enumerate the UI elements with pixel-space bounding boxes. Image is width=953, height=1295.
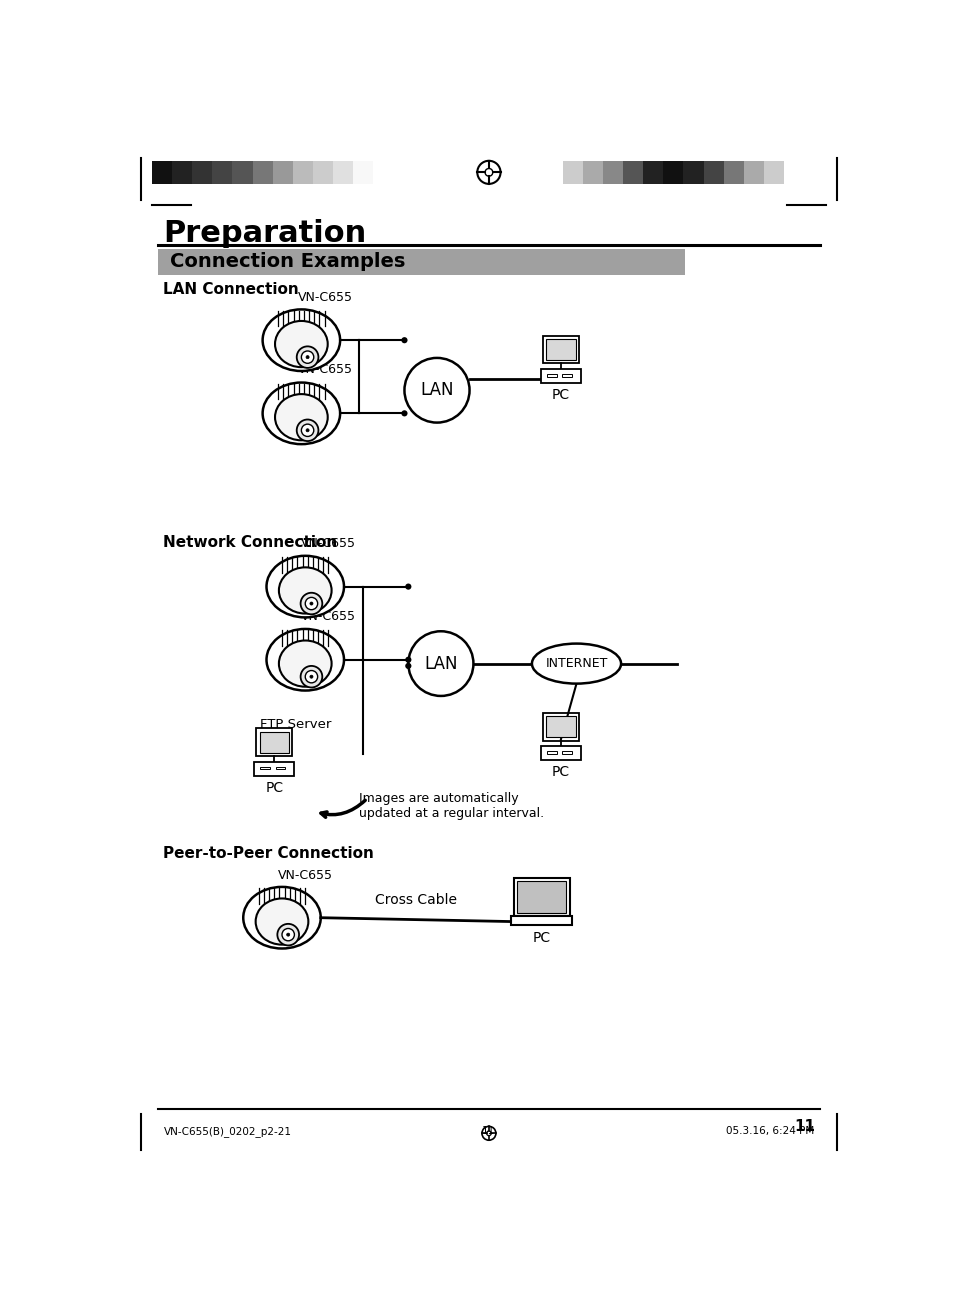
Circle shape: [305, 671, 317, 682]
Bar: [152, 161, 172, 184]
Bar: [540, 369, 580, 383]
Ellipse shape: [532, 644, 620, 684]
Bar: [513, 878, 569, 916]
Bar: [158, 249, 684, 275]
Bar: [763, 161, 783, 184]
Ellipse shape: [243, 887, 320, 948]
Ellipse shape: [278, 641, 332, 686]
Bar: [273, 161, 293, 184]
Bar: [562, 161, 582, 184]
Circle shape: [401, 411, 407, 417]
Text: FTP Server: FTP Server: [260, 719, 332, 732]
Circle shape: [405, 657, 411, 663]
Circle shape: [300, 666, 322, 688]
Text: Images are automatically
updated at a regular interval.: Images are automatically updated at a re…: [359, 793, 544, 820]
Circle shape: [277, 923, 298, 945]
Circle shape: [408, 631, 473, 695]
Circle shape: [310, 602, 313, 605]
Circle shape: [306, 356, 309, 359]
Bar: [192, 161, 212, 184]
Bar: [662, 161, 682, 184]
Circle shape: [405, 584, 411, 589]
Text: VN-C655: VN-C655: [301, 610, 356, 623]
Bar: [333, 161, 353, 184]
Circle shape: [296, 346, 318, 368]
Bar: [353, 161, 373, 184]
Bar: [313, 161, 333, 184]
Bar: [703, 161, 723, 184]
Bar: [743, 161, 763, 184]
Bar: [275, 767, 285, 769]
Circle shape: [306, 429, 309, 431]
Text: VN-C655: VN-C655: [301, 537, 356, 550]
Text: LAN: LAN: [424, 654, 457, 672]
Text: PC: PC: [265, 781, 283, 795]
Text: Connection Examples: Connection Examples: [171, 253, 405, 271]
Circle shape: [305, 597, 317, 610]
Text: Network Connection: Network Connection: [163, 535, 337, 550]
Circle shape: [405, 663, 411, 670]
Ellipse shape: [262, 310, 340, 370]
Bar: [642, 161, 662, 184]
Bar: [253, 161, 273, 184]
Text: 11: 11: [793, 1119, 815, 1134]
Ellipse shape: [266, 629, 344, 690]
Text: VN-C655: VN-C655: [297, 364, 352, 377]
Circle shape: [301, 351, 314, 364]
Bar: [546, 339, 575, 360]
Text: PC: PC: [552, 765, 570, 780]
Text: LAN Connection: LAN Connection: [163, 282, 299, 298]
Circle shape: [401, 337, 407, 343]
Bar: [255, 728, 292, 756]
Bar: [622, 161, 642, 184]
Ellipse shape: [266, 556, 344, 618]
Ellipse shape: [255, 899, 308, 944]
Ellipse shape: [262, 382, 340, 444]
Bar: [540, 746, 580, 760]
Bar: [546, 716, 575, 737]
Bar: [546, 374, 557, 377]
Text: 05.3.16, 6:24 PM: 05.3.16, 6:24 PM: [725, 1125, 814, 1136]
Bar: [602, 161, 622, 184]
Text: Preparation: Preparation: [163, 219, 366, 247]
Bar: [723, 161, 743, 184]
Bar: [542, 714, 578, 741]
Bar: [259, 732, 289, 752]
Circle shape: [296, 420, 318, 442]
Text: LAN: LAN: [420, 381, 454, 399]
Bar: [253, 761, 294, 776]
Text: 11: 11: [482, 1125, 495, 1136]
Bar: [172, 161, 192, 184]
Bar: [562, 751, 572, 754]
Bar: [542, 335, 578, 364]
Circle shape: [300, 593, 322, 614]
Text: Peer-to-Peer Connection: Peer-to-Peer Connection: [163, 846, 374, 861]
Bar: [212, 161, 233, 184]
Bar: [511, 916, 572, 925]
Text: INTERNET: INTERNET: [545, 657, 607, 670]
Bar: [233, 161, 253, 184]
Bar: [562, 374, 572, 377]
Ellipse shape: [274, 321, 328, 368]
Text: VN-C655(B)_0202_p2-21: VN-C655(B)_0202_p2-21: [163, 1125, 291, 1137]
Circle shape: [286, 934, 290, 936]
Text: Cross Cable: Cross Cable: [375, 894, 456, 906]
Bar: [582, 161, 602, 184]
Circle shape: [404, 357, 469, 422]
Circle shape: [310, 675, 313, 679]
Bar: [546, 751, 557, 754]
Bar: [682, 161, 703, 184]
Text: VN-C655: VN-C655: [278, 869, 333, 882]
Ellipse shape: [274, 394, 328, 440]
Ellipse shape: [278, 567, 332, 614]
Bar: [260, 767, 270, 769]
Text: PC: PC: [552, 388, 570, 401]
Circle shape: [301, 425, 314, 436]
Text: VN-C655: VN-C655: [297, 291, 352, 304]
Bar: [517, 881, 565, 913]
Circle shape: [282, 929, 294, 940]
Bar: [293, 161, 313, 184]
Text: PC: PC: [532, 931, 550, 945]
